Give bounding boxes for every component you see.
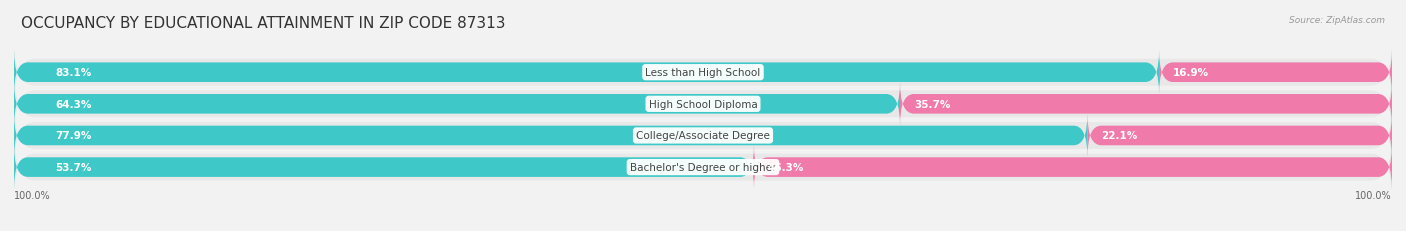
Text: 64.3%: 64.3% <box>55 99 91 109</box>
FancyBboxPatch shape <box>1159 51 1392 95</box>
FancyBboxPatch shape <box>14 146 754 189</box>
Text: 16.9%: 16.9% <box>1173 68 1209 78</box>
Text: High School Diploma: High School Diploma <box>648 99 758 109</box>
Text: Bachelor's Degree or higher: Bachelor's Degree or higher <box>630 162 776 172</box>
Text: College/Associate Degree: College/Associate Degree <box>636 131 770 141</box>
Text: 83.1%: 83.1% <box>55 68 91 78</box>
Text: 46.3%: 46.3% <box>768 162 804 172</box>
Text: 77.9%: 77.9% <box>55 131 91 141</box>
FancyBboxPatch shape <box>1087 114 1392 158</box>
FancyBboxPatch shape <box>14 114 1087 158</box>
FancyBboxPatch shape <box>754 146 1392 189</box>
Text: OCCUPANCY BY EDUCATIONAL ATTAINMENT IN ZIP CODE 87313: OCCUPANCY BY EDUCATIONAL ATTAINMENT IN Z… <box>21 16 506 31</box>
Text: Source: ZipAtlas.com: Source: ZipAtlas.com <box>1289 16 1385 25</box>
FancyBboxPatch shape <box>900 83 1392 126</box>
FancyBboxPatch shape <box>14 102 1392 170</box>
FancyBboxPatch shape <box>14 51 1159 95</box>
Text: 53.7%: 53.7% <box>55 162 91 172</box>
FancyBboxPatch shape <box>14 83 900 126</box>
FancyBboxPatch shape <box>14 134 1392 201</box>
Text: Less than High School: Less than High School <box>645 68 761 78</box>
Text: 35.7%: 35.7% <box>914 99 950 109</box>
FancyBboxPatch shape <box>14 39 1392 107</box>
FancyBboxPatch shape <box>14 70 1392 138</box>
Text: 100.0%: 100.0% <box>14 190 51 200</box>
Text: 100.0%: 100.0% <box>1355 190 1392 200</box>
Text: 22.1%: 22.1% <box>1101 131 1137 141</box>
